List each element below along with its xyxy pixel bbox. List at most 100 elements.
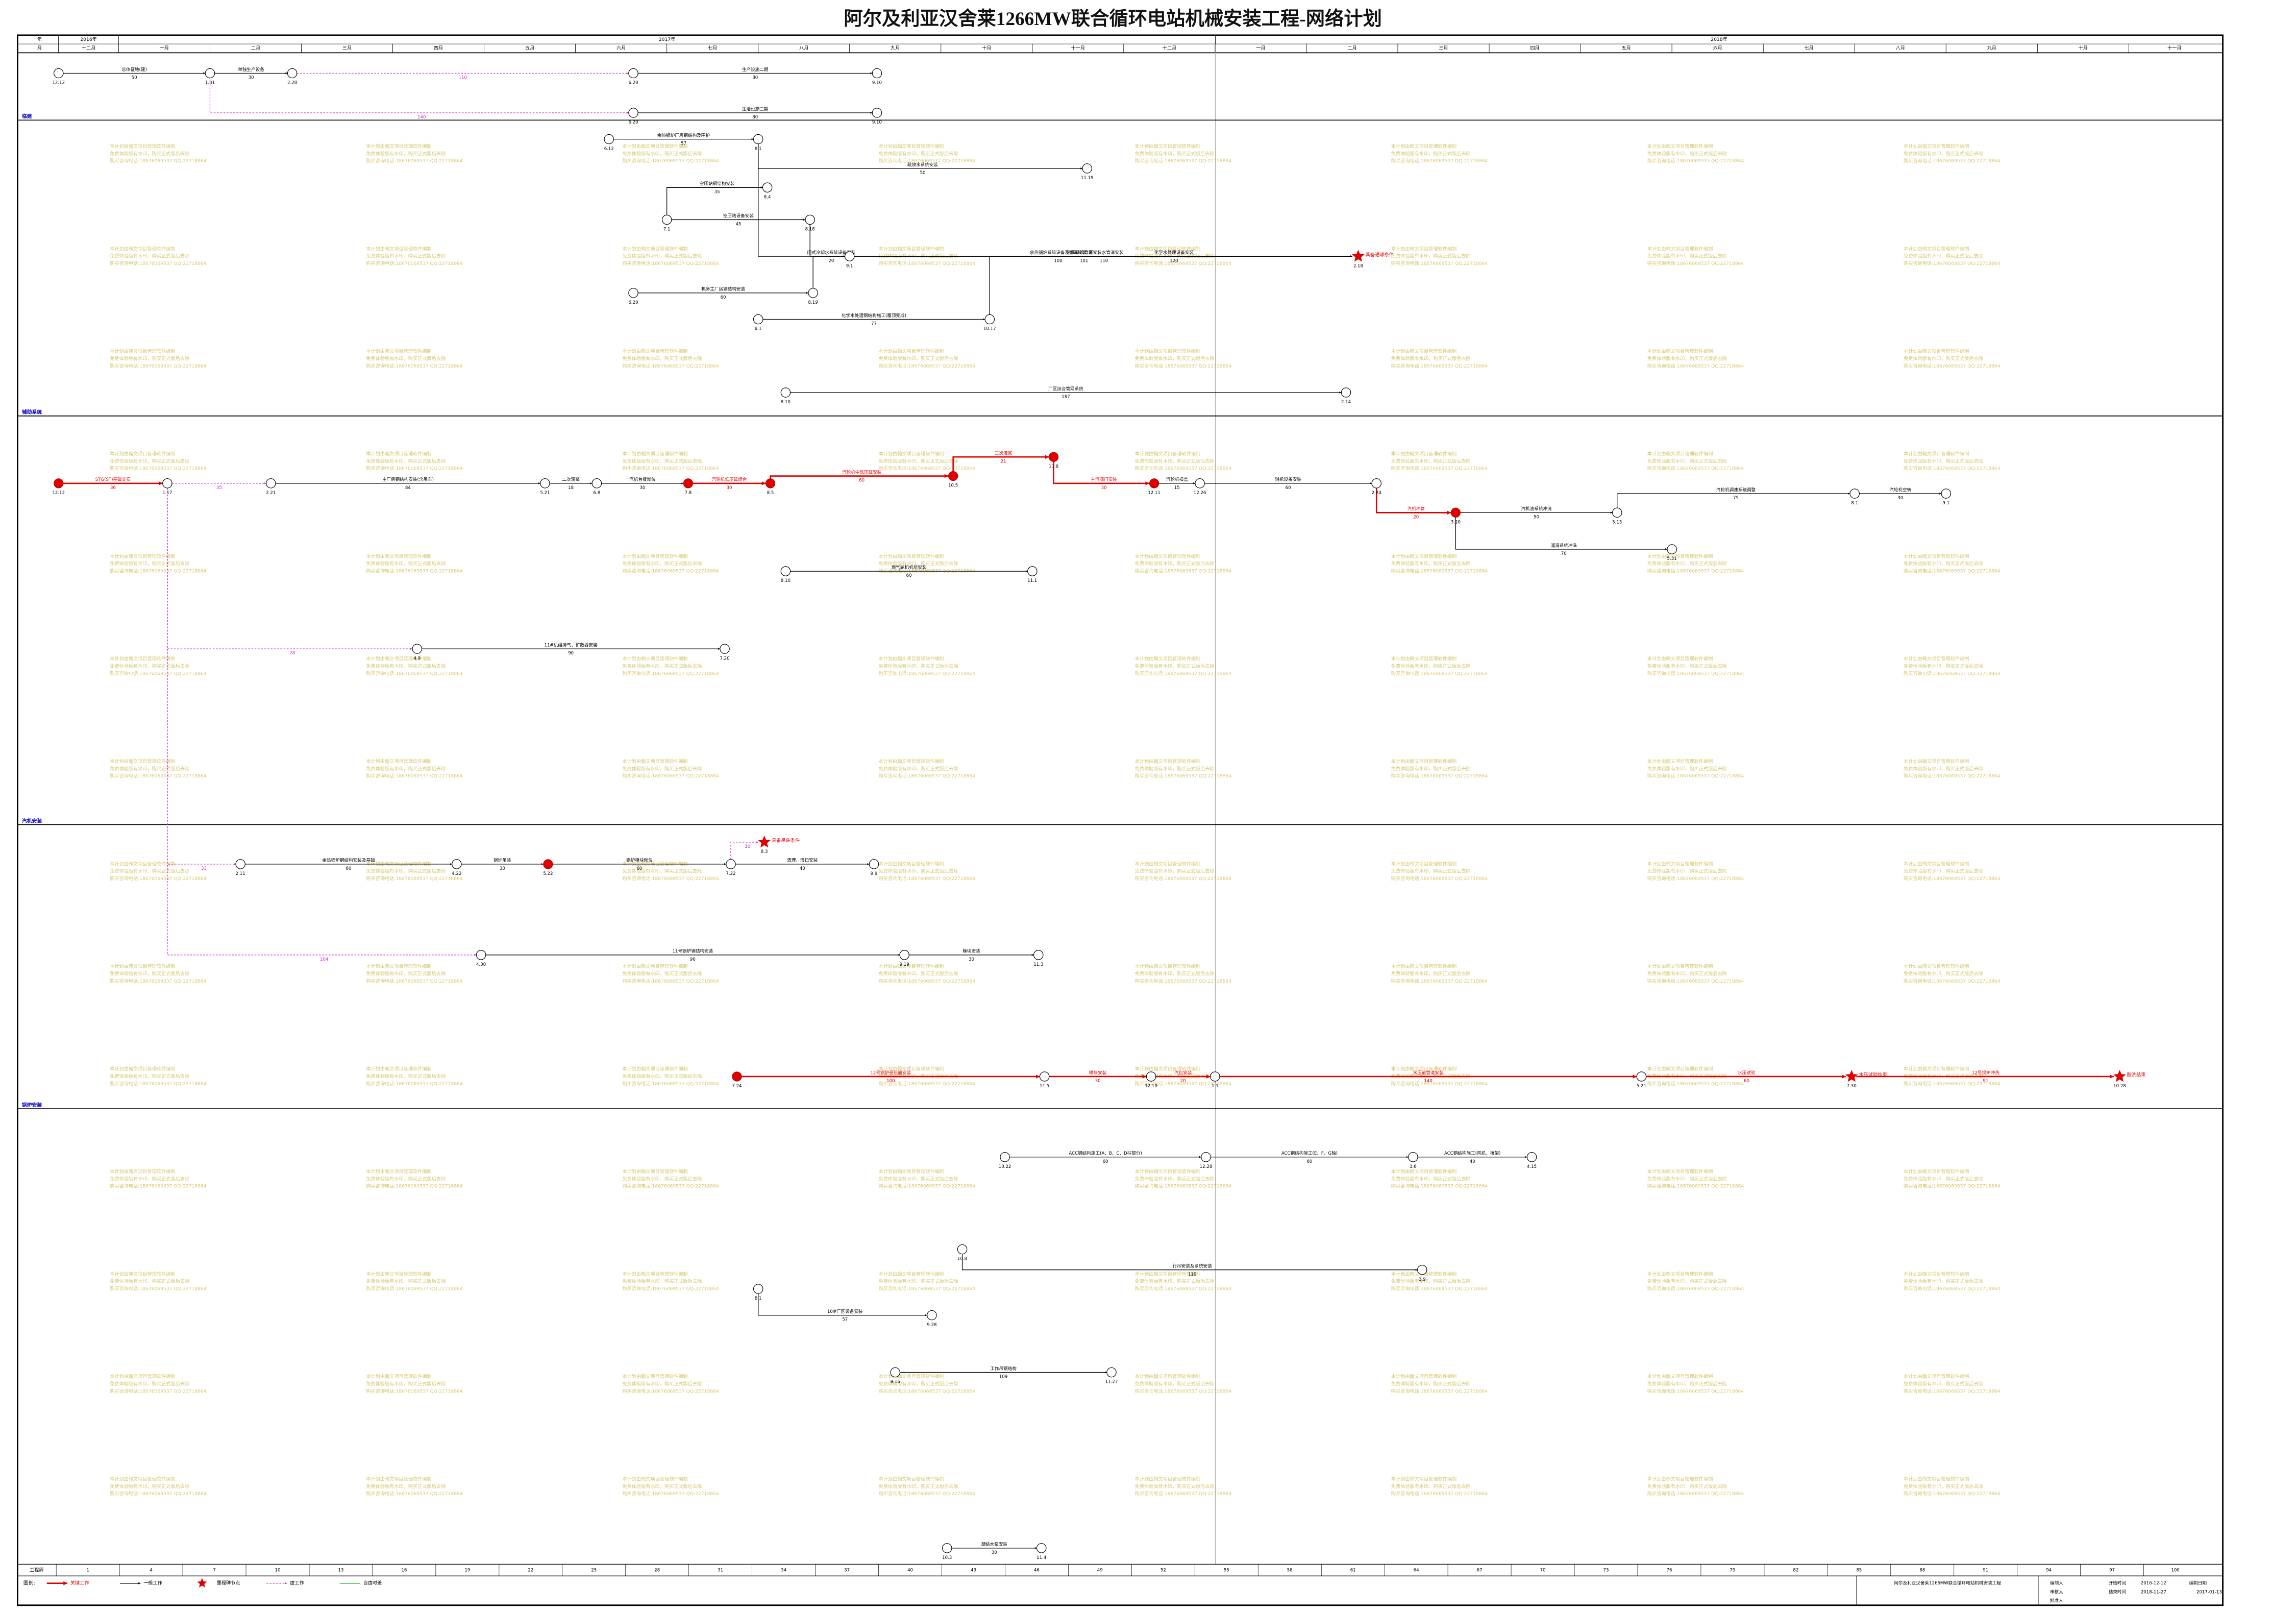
activity-name: 12号锅炉受热面安装	[870, 1069, 911, 1076]
watermark-text: 本计划由翰文项目管理软件编制	[1904, 861, 1969, 867]
node	[1039, 1071, 1050, 1082]
footer-cell: 编制人	[2050, 1580, 2063, 1586]
week-number: 43	[971, 1568, 976, 1573]
node	[604, 134, 614, 144]
activity-duration: 30	[500, 866, 505, 871]
node-date: 6.8	[594, 491, 601, 496]
node-date: 11.19	[1081, 176, 1094, 181]
node-date: 12.10	[1145, 1084, 1157, 1089]
watermark-text: 免费体验版有水印，购买正式版后去除	[366, 1073, 446, 1079]
watermark-text: 本计划由翰文项目管理软件编制	[622, 1168, 687, 1175]
month: 八月	[799, 45, 808, 51]
activity-name: 厂区综合管网系统	[1048, 385, 1083, 392]
watermark-text: 免费体验版有水印，购买正式版后去除	[1135, 1176, 1215, 1182]
watermark-text: 购买咨询电话:18676069537 QQ:22718864	[879, 260, 976, 266]
activity-name: 余热锅炉钢结构安装及基础	[322, 857, 375, 863]
watermark-text: 本计划由翰文项目管理软件编制	[1135, 1374, 1200, 1380]
week-number: 61	[1350, 1568, 1356, 1573]
month: 七月	[1805, 45, 1814, 51]
node-date: 3.20	[1451, 520, 1461, 525]
activity-name: 锅炉模块就位	[626, 857, 653, 863]
watermark-layer: 本计划由翰文项目管理软件编制免费体验版有水印，购买正式版后去除购买咨询电话:18…	[110, 143, 2000, 1497]
watermark-text: 购买咨询电话:18676069537 QQ:22718864	[366, 875, 463, 882]
week-number: 88	[1919, 1568, 1925, 1573]
watermark-text: 本计划由翰文项目管理软件编制	[1647, 1066, 1713, 1072]
watermark-text: 购买咨询电话:18676069537 QQ:22718864	[366, 466, 463, 472]
activity-duration: 187	[1061, 395, 1070, 400]
watermark-text: 免费体验版有水印，购买正式版后去除	[1391, 766, 1471, 772]
month: 八月	[1896, 45, 1905, 51]
watermark-text: 本计划由翰文项目管理软件编制	[1904, 143, 1969, 149]
month: 六月	[1713, 45, 1722, 51]
watermark-text: 免费体验版有水印，购买正式版后去除	[879, 971, 958, 977]
watermark-text: 本计划由翰文项目管理软件编制	[110, 1066, 175, 1072]
node	[805, 214, 815, 225]
watermark-text: 本计划由翰文项目管理软件编制	[622, 1066, 687, 1072]
node-date: 8.1	[1851, 501, 1858, 506]
watermark-text: 购买咨询电话:18676069537 QQ:22718864	[366, 978, 463, 984]
activity-duration: 20	[828, 258, 834, 263]
watermark-text: 免费体验版有水印，购买正式版后去除	[1904, 1483, 1983, 1489]
watermark-text: 免费体验版有水印，购买正式版后去除	[1647, 868, 1727, 874]
watermark-text: 购买咨询电话:18676069537 QQ:22718864	[879, 466, 976, 472]
watermark-text: 购买咨询电话:18676069537 QQ:22718864	[879, 875, 976, 882]
watermark-text: 本计划由翰文项目管理软件编制	[1135, 451, 1200, 457]
node-date: 7.30	[1847, 1084, 1857, 1089]
watermark-text: 购买咨询电话:18676069537 QQ:22718864	[622, 568, 719, 574]
watermark-text: 购买咨询电话:18676069537 QQ:22718864	[1647, 466, 1744, 472]
node-date: 8.10	[781, 578, 791, 583]
watermark-text: 购买咨询电话:18676069537 QQ:22718864	[1391, 1388, 1488, 1394]
week-number: 4	[150, 1568, 152, 1573]
critical-node	[683, 478, 694, 489]
watermark-text: 免费体验版有水印，购买正式版后去除	[1904, 560, 1983, 567]
footer-cell: 审核人	[2050, 1589, 2063, 1595]
watermark-text: 免费体验版有水印，购买正式版后去除	[622, 1278, 702, 1284]
watermark-text: 本计划由翰文项目管理软件编制	[879, 1374, 944, 1380]
watermark-text: 购买咨询电话:18676069537 QQ:22718864	[1391, 1285, 1488, 1291]
watermark-text: 本计划由翰文项目管理软件编制	[1391, 759, 1456, 765]
activity-name: 余热锅炉系统设备及管道安装	[1030, 249, 1087, 255]
section-label: 汽机安装	[22, 817, 42, 824]
watermark-text: 免费体验版有水印，购买正式版后去除	[1647, 1278, 1727, 1284]
watermark-text: 免费体验版有水印，购买正式版后去除	[622, 151, 702, 157]
node	[235, 859, 245, 869]
footer-cell: 2016-12-12	[2141, 1581, 2166, 1586]
activity-duration: 104	[320, 957, 328, 962]
node	[1667, 544, 1677, 554]
month: 十一月	[1071, 45, 1085, 51]
watermark-text: 本计划由翰文项目管理软件编制	[1135, 861, 1200, 867]
node	[780, 566, 791, 576]
activity-arrow	[758, 143, 1083, 169]
watermark-text: 本计划由翰文项目管理软件编制	[1904, 1168, 1969, 1175]
watermark-text: 本计划由翰文项目管理软件编制	[110, 553, 175, 559]
activity-duration: 90	[690, 957, 696, 962]
watermark-text: 免费体验版有水印，购买正式版后去除	[1391, 868, 1471, 874]
activity-duration: 75	[1733, 496, 1739, 501]
watermark-text: 购买咨询电话:18676069537 QQ:22718864	[1391, 670, 1488, 676]
node	[762, 182, 773, 193]
watermark-text: 本计划由翰文项目管理软件编制	[366, 451, 431, 457]
node	[1210, 1071, 1220, 1082]
activity-duration: 80	[752, 115, 758, 120]
node	[1941, 489, 1952, 499]
activity-duration: 30	[639, 485, 645, 491]
node-date: 12.11	[1148, 491, 1161, 496]
activity-name: ACC钢结构施工(E、F、G轴)	[1281, 1150, 1338, 1156]
watermark-text: 本计划由翰文项目管理软件编制	[366, 348, 431, 354]
node-date: 10.28	[2113, 1084, 2126, 1089]
watermark-text: 本计划由翰文项目管理软件编制	[1135, 656, 1200, 662]
watermark-text: 免费体验版有水印，购买正式版后去除	[110, 766, 189, 772]
node-date: 8.1	[755, 1296, 762, 1301]
watermark-text: 购买咨询电话:18676069537 QQ:22718864	[879, 1081, 976, 1087]
watermark-text: 购买咨询电话:18676069537 QQ:22718864	[366, 568, 463, 574]
node	[726, 859, 736, 869]
watermark-text: 免费体验版有水印，购买正式版后去除	[1904, 356, 1983, 362]
watermark-text: 本计划由翰文项目管理软件编制	[1647, 553, 1713, 559]
node	[720, 644, 730, 654]
watermark-text: 免费体验版有水印，购买正式版后去除	[1904, 766, 1983, 772]
node	[1000, 1152, 1010, 1162]
week-number: 10	[275, 1568, 281, 1573]
watermark-text: 本计划由翰文项目管理软件编制	[1904, 553, 1969, 559]
watermark-text: 购买咨询电话:18676069537 QQ:22718864	[1647, 158, 1744, 164]
